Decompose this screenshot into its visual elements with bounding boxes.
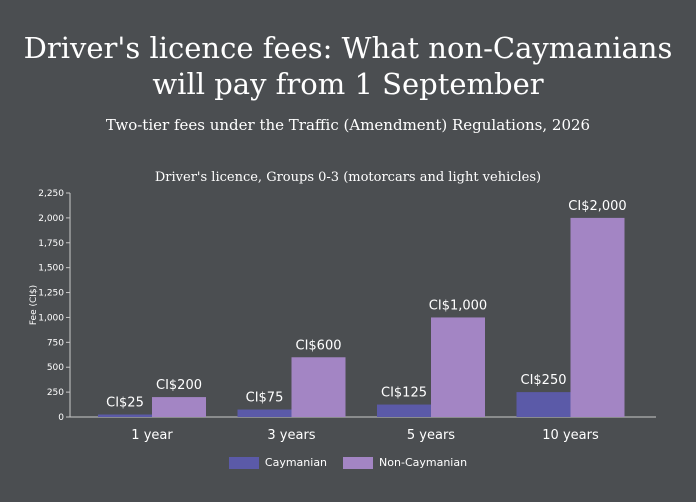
legend-item-non-caymanian: Non-Caymanian [343, 456, 467, 469]
data-label: CI$2,000 [568, 199, 626, 214]
bar-non-caymanian [431, 317, 485, 417]
y-tick-label: 2,000 [38, 214, 64, 224]
data-label: CI$75 [246, 391, 284, 406]
y-tick-label: 1,250 [38, 289, 64, 299]
subtitle: Two-tier fees under the Traffic (Amendme… [105, 116, 591, 134]
title-line-2: will pay from 1 September [152, 67, 544, 101]
bar-caymanian [516, 392, 571, 417]
y-tick-label: 1,000 [38, 313, 64, 323]
y-tick-label: 750 [47, 338, 64, 348]
data-label: CI$25 [106, 396, 144, 411]
y-tick-label: 1,750 [38, 239, 64, 249]
chart-title: Driver's licence, Groups 0-3 (motorcars … [154, 170, 542, 185]
y-tick-label: 0 [58, 413, 64, 423]
y-tick-label: 1,500 [38, 264, 64, 274]
legend-item-caymanian: Caymanian [228, 456, 328, 469]
x-tick-label: 3 years [267, 428, 315, 443]
data-label: CI$1,000 [429, 298, 487, 313]
bar-caymanian [237, 409, 292, 417]
y-tick-label: 2,250 [38, 189, 64, 199]
data-label: CI$250 [521, 373, 567, 388]
legend-label-caymanian: Caymanian [264, 456, 328, 469]
legend: Caymanian Non-Caymanian [0, 456, 696, 469]
x-tick-label: 5 years [407, 428, 455, 443]
legend-label-non-caymanian: Non-Caymanian [379, 456, 468, 469]
y-tick-label: 250 [47, 388, 64, 398]
bar-non-caymanian [291, 357, 346, 417]
bar-caymanian [377, 404, 431, 417]
bar-non-caymanian [570, 217, 625, 417]
title-line-1: Driver's licence fees: What non-Caymania… [23, 31, 673, 65]
y-axis-label: Fee (CI$) [29, 285, 39, 325]
y-tick-label: 500 [47, 363, 64, 373]
x-tick-label: 10 years [542, 428, 599, 443]
x-tick-label: 1 year [131, 428, 173, 443]
bar-non-caymanian [152, 397, 206, 417]
data-label: CI$200 [156, 378, 202, 393]
legend-swatch-caymanian [228, 456, 259, 469]
page-title: Driver's licence fees: What non-Caymania… [0, 30, 696, 102]
bar-caymanian [98, 414, 152, 417]
legend-swatch-non-caymanian [343, 456, 374, 469]
data-label: CI$125 [381, 386, 427, 401]
data-label: CI$600 [296, 338, 342, 353]
